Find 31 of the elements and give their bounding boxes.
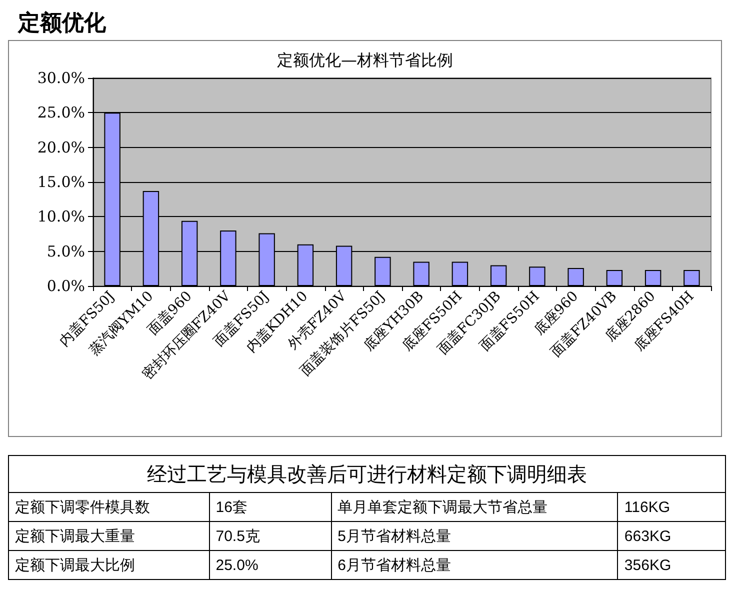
text: 定额下调最大比例	[8, 550, 210, 580]
chart-title: 定额优化—材料节省比例	[277, 50, 453, 70]
text: 经过工艺与模具改善后可进行材料定额下调明细表	[8, 456, 726, 492]
text: 单月单套定额下调最大节省总量	[331, 492, 618, 522]
bar	[644, 270, 662, 286]
text: 16套	[209, 492, 332, 522]
text: 356KG	[618, 550, 726, 580]
text: 116KG	[618, 492, 726, 522]
text: 70.5克	[209, 522, 332, 550]
text: 定额下调零件模具数	[8, 492, 210, 522]
bar	[413, 262, 430, 286]
bar	[529, 266, 546, 286]
bar	[374, 256, 391, 286]
bar	[684, 270, 700, 286]
text: 5月节省材料总量	[331, 522, 618, 550]
y-tick-label: 0.0%	[46, 277, 85, 295]
y-tick-label: 30.0%	[37, 69, 85, 87]
y-tick-label: 20.0%	[37, 138, 85, 156]
text: 25.0%	[209, 550, 332, 580]
text: 定额优化	[18, 10, 106, 38]
y-tick-label: 15.0%	[37, 173, 85, 191]
y-tick-label: 25.0%	[37, 104, 85, 122]
bar	[606, 270, 623, 286]
text: 6月节省材料总量	[331, 550, 618, 580]
text: 定额下调最大重量	[8, 522, 210, 550]
bar	[568, 268, 584, 286]
y-tick-label: 5.0%	[46, 242, 85, 260]
bar	[490, 265, 507, 286]
bar	[452, 262, 468, 286]
text: 663KG	[618, 522, 726, 550]
y-tick-label: 10.0%	[37, 208, 85, 226]
